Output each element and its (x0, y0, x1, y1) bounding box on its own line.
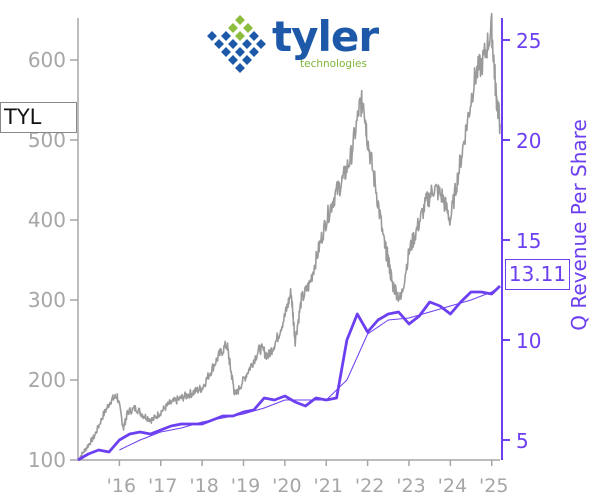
x-tick-label: '19 (231, 475, 260, 497)
x-tick-label: '18 (189, 475, 218, 497)
right-tick-label: 15 (516, 229, 541, 253)
ticker-label: TYL (0, 102, 77, 133)
left-tick-label: 600 (28, 48, 66, 72)
logo-dot (228, 23, 238, 33)
x-tick-label: '23 (396, 475, 425, 497)
logo-subtitle: technologies (300, 58, 367, 70)
logo-dot (235, 63, 245, 73)
logo-dot (214, 39, 224, 49)
logo-dot (249, 31, 259, 41)
logo-dot (235, 47, 245, 57)
x-tick-label: '17 (148, 475, 177, 497)
right-tick-label: 10 (516, 329, 541, 353)
logo-dot (221, 31, 231, 41)
logo-wordmark: tyler (272, 12, 379, 61)
logo-dot (242, 39, 252, 49)
logo-dot (256, 39, 266, 49)
x-tick-label: '25 (479, 475, 508, 497)
last-value-label: 13.11 (505, 259, 570, 290)
revenue-trend-line (119, 285, 501, 451)
left-tick-label: 300 (28, 288, 66, 312)
x-tick-label: '20 (272, 475, 301, 497)
logo-dot (228, 55, 238, 65)
x-tick-label: '16 (107, 475, 136, 497)
right-tick-label: 5 (516, 429, 529, 453)
revenue-line (77, 284, 501, 462)
price-line (77, 12, 501, 461)
logo-dot (228, 39, 238, 49)
logo-dot (243, 23, 253, 33)
x-tick-label: '22 (355, 475, 384, 497)
right-tick-label: 25 (516, 29, 541, 53)
logo-dot (235, 15, 245, 25)
logo-dot (207, 31, 217, 41)
left-tick-label: 100 (28, 448, 66, 472)
right-axis-title: Q Revenue Per Share (567, 119, 591, 331)
x-tick-label: '21 (314, 475, 343, 497)
x-tick-label: '24 (438, 475, 467, 497)
right-tick-label: 20 (516, 129, 541, 153)
left-tick-label: 200 (28, 368, 66, 392)
logo-dot (242, 55, 252, 65)
logo-dot (235, 31, 245, 41)
left-tick-label: 400 (28, 208, 66, 232)
logo-dot (249, 47, 259, 57)
tyler-logo-mark (207, 15, 266, 73)
logo-dot (221, 47, 231, 57)
